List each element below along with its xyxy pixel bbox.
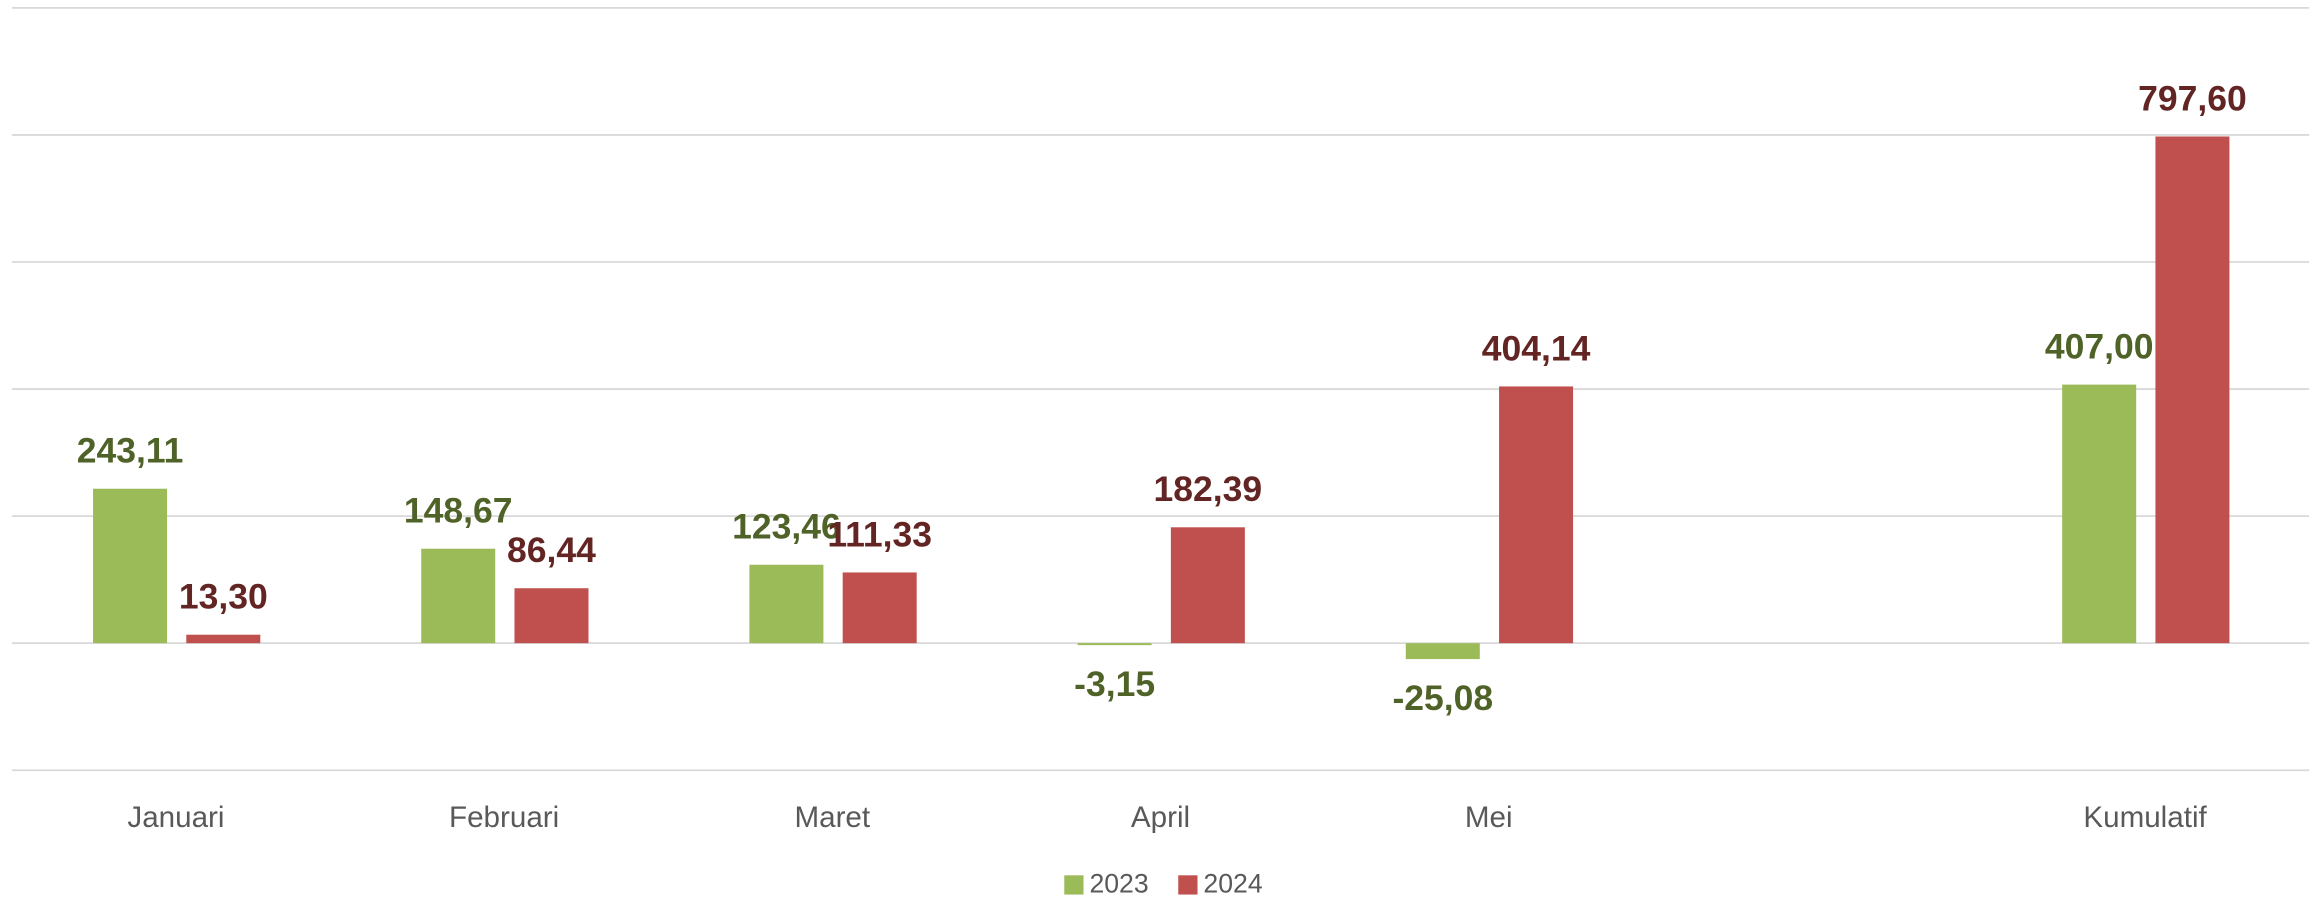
- x-tick-label: Mei: [1465, 801, 1513, 834]
- bar: [93, 488, 168, 644]
- data-label: 123,46: [732, 507, 841, 547]
- data-label: 407,00: [2045, 326, 2154, 366]
- bar: [749, 564, 824, 644]
- bar: [2155, 136, 2230, 644]
- x-tick-label: Februari: [449, 801, 559, 834]
- data-label: -3,15: [1074, 664, 1155, 704]
- bar: [1077, 643, 1152, 646]
- bar: [842, 572, 917, 644]
- x-tick-label: April: [1131, 801, 1190, 834]
- data-label: 243,11: [77, 431, 184, 471]
- data-label: -25,08: [1392, 678, 1493, 718]
- legend-label: 2023: [1089, 869, 1148, 898]
- data-label: 404,14: [1482, 328, 1591, 368]
- bar: [1499, 386, 1574, 644]
- data-label: 13,30: [179, 577, 268, 617]
- bar: [1405, 643, 1480, 660]
- x-tick-label: Maret: [794, 801, 870, 834]
- data-label: 182,39: [1154, 469, 1263, 509]
- bar: [514, 588, 589, 644]
- data-label: 111,33: [827, 514, 932, 554]
- data-label: 86,44: [507, 530, 596, 570]
- bar: [421, 548, 496, 644]
- legend-swatch: [1064, 875, 1084, 895]
- x-tick-label: Kumulatif: [2083, 801, 2207, 834]
- legend-label: 2024: [1203, 869, 1262, 898]
- bar: [1170, 527, 1245, 644]
- data-label: 148,67: [404, 491, 513, 531]
- bar: [2062, 384, 2137, 644]
- legend-swatch: [1178, 875, 1198, 895]
- bar: [186, 634, 261, 644]
- data-label: 797,60: [2138, 78, 2247, 118]
- x-tick-label: Januari: [127, 801, 224, 834]
